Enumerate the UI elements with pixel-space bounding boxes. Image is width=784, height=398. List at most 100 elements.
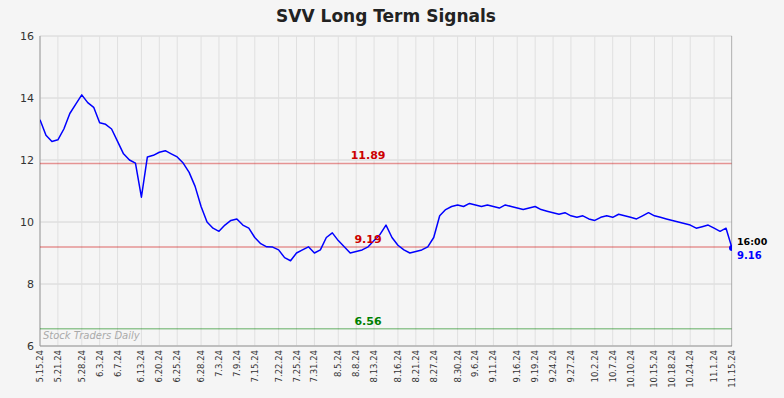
grid-line	[356, 36, 357, 346]
grid-line	[654, 36, 655, 346]
y-tick-label: 12	[20, 154, 34, 167]
y-ticks: 6 8 10 12 14 16	[20, 30, 34, 353]
end-price-label: 9.16	[737, 250, 762, 261]
y-axis	[40, 36, 41, 346]
reference-label: 6.56	[354, 315, 381, 328]
grid-line	[433, 36, 434, 346]
grid-line	[630, 36, 631, 346]
x-tick-label: 8.13.24	[369, 350, 379, 382]
x-tick-label: 6.20.24	[154, 350, 164, 382]
grid-line	[714, 36, 715, 346]
grid-line	[218, 36, 219, 346]
background	[0, 0, 784, 398]
grid-line	[159, 36, 160, 346]
x-tick-label: 10.2.24	[590, 350, 600, 382]
grid-line	[594, 36, 595, 346]
x-tick-label: 9.24.24	[548, 350, 558, 382]
price-line	[40, 95, 732, 261]
x-tick-label: 9.16.24	[512, 350, 522, 382]
x-tick-label: 11.1.24	[709, 350, 719, 382]
x-tick-label: 6.13.24	[136, 350, 146, 382]
grid-line	[338, 36, 339, 346]
x-tick-label: 6.28.24	[196, 350, 206, 382]
x-tick-label: 7.31.24	[309, 350, 319, 382]
grid-line	[475, 36, 476, 346]
end-time-label: 16:00	[737, 236, 768, 247]
y-tick-label: 16	[20, 30, 34, 43]
x-tick-label: 10.24.24	[685, 350, 695, 388]
grid-line	[40, 160, 732, 161]
x-tick-label: 10.15.24	[649, 350, 659, 388]
grid-line	[296, 36, 297, 346]
x-tick-label: 5.21.24	[53, 350, 63, 382]
y-tick-label: 10	[20, 216, 34, 229]
x-tick-label: 8.16.24	[393, 350, 403, 382]
y-tick-label: 6	[27, 340, 34, 353]
reference-line	[40, 328, 732, 330]
x-tick-label: 6.7.24	[113, 350, 123, 377]
x-tick-label: 8.30.24	[453, 350, 463, 382]
x-tick-label: 10.18.24	[667, 350, 677, 388]
end-line	[732, 36, 733, 346]
x-axis	[40, 346, 732, 347]
x-tick-label: 6.25.24	[172, 350, 182, 382]
plot-area	[40, 36, 732, 346]
grid-line	[397, 36, 398, 346]
x-tick-label: 6.3.24	[95, 350, 105, 377]
x-tick-label: 8.21.24	[411, 350, 421, 382]
x-tick-label: 8.27.24	[429, 350, 439, 382]
grid-line	[457, 36, 458, 346]
grid-line	[40, 284, 732, 285]
x-tick-label: 5.28.24	[77, 350, 87, 382]
grid-line	[374, 36, 375, 346]
grid-line	[81, 36, 82, 346]
x-ticks: 5.15.24 5.21.24 5.28.24 6.3.24 6.7.24 6.13.24…	[35, 350, 737, 388]
reference-label: 9.19	[354, 233, 381, 246]
y-tick-label: 8	[27, 278, 34, 291]
grid-line	[672, 36, 673, 346]
grid-line	[535, 36, 536, 346]
grid-line	[117, 36, 118, 346]
x-tick-label: 7.15.24	[250, 350, 260, 382]
grid-line	[278, 36, 279, 346]
grid	[40, 36, 732, 346]
title: SVV Long Term Signals	[276, 6, 496, 26]
x-tick-label: 9.27.24	[566, 350, 576, 382]
grid-line	[493, 36, 494, 346]
grid-line	[415, 36, 416, 346]
grid-line	[40, 36, 41, 346]
grid-line	[314, 36, 315, 346]
grid-line	[40, 346, 732, 347]
grid-line	[732, 36, 733, 346]
reference-line	[40, 246, 732, 248]
x-tick-label: 10.10.24	[626, 350, 636, 388]
grid-line	[177, 36, 178, 346]
reference-line	[40, 163, 732, 165]
x-tick-label: 10.7.24	[608, 350, 618, 382]
x-tick-label: 5.15.24	[35, 350, 45, 382]
grid-line	[57, 36, 58, 346]
x-tick-label: 11.15.24	[727, 350, 737, 388]
grid-line	[690, 36, 691, 346]
x-tick-label: 9.6.24	[470, 350, 480, 377]
x-tick-label: 9.11.24	[488, 350, 498, 382]
x-tick-label: 7.9.24	[232, 350, 242, 377]
grid-line	[201, 36, 202, 346]
x-tick-label: 9.19.24	[530, 350, 540, 382]
grid-line	[236, 36, 237, 346]
grid-line	[254, 36, 255, 346]
x-tick-label: 8.8.24	[351, 350, 361, 377]
grid-line	[99, 36, 100, 346]
end-marker	[729, 245, 732, 251]
grid-line	[517, 36, 518, 346]
grid-line	[40, 98, 732, 99]
watermark: Stock Traders Daily	[43, 330, 141, 341]
grid-line	[612, 36, 613, 346]
reference-label: 11.89	[351, 149, 386, 162]
x-tick-label: 7.22.24	[274, 350, 284, 382]
x-tick-label: 7.3.24	[214, 350, 224, 377]
annotations: 11.89 9.19 6.56 16:00 9.16 Stock Traders Dail…	[43, 149, 768, 340]
x-tick-label: 8.5.24	[333, 350, 343, 377]
chart: 6 8 10 12 14 16 5.15.24 5.21.24 5.28.24 6.3.24 6.7…	[0, 0, 784, 398]
y-tick-label: 14	[20, 92, 34, 105]
